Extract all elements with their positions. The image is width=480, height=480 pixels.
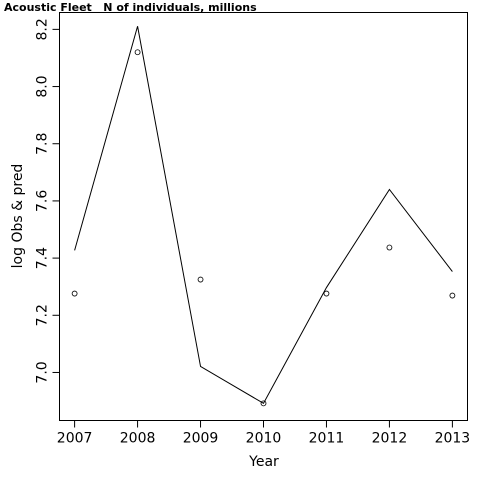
x-axis-label: Year	[248, 454, 279, 470]
x-tick-label: 2011	[309, 431, 345, 447]
chart-title: Acoustic Fleet N of individuals, million…	[4, 1, 257, 14]
obs-point	[197, 276, 204, 283]
obs-point	[71, 290, 78, 297]
y-tick-label: 8.2	[35, 18, 51, 40]
obs-point	[323, 290, 330, 297]
y-tick-label: 7.2	[35, 304, 51, 326]
pred-line	[74, 26, 453, 405]
x-tick-label: 2008	[120, 431, 156, 447]
y-tick-label: 8.0	[35, 75, 51, 97]
x-tick-label: 2007	[57, 431, 93, 447]
y-tick-label: 7.6	[35, 190, 51, 212]
obs-point	[386, 244, 393, 251]
obs-point	[260, 400, 267, 407]
obs-point	[134, 49, 141, 56]
obs-point	[449, 292, 456, 299]
y-tick-label: 7.0	[35, 361, 51, 383]
y-tick-label: 7.4	[35, 247, 51, 269]
x-tick-label: 2012	[372, 431, 408, 447]
y-tick-label: 7.8	[35, 133, 51, 155]
x-tick-label: 2013	[435, 431, 471, 447]
x-tick-label: 2010	[246, 431, 282, 447]
x-tick-label: 2009	[183, 431, 219, 447]
y-axis-label: log Obs & pred	[10, 164, 26, 269]
